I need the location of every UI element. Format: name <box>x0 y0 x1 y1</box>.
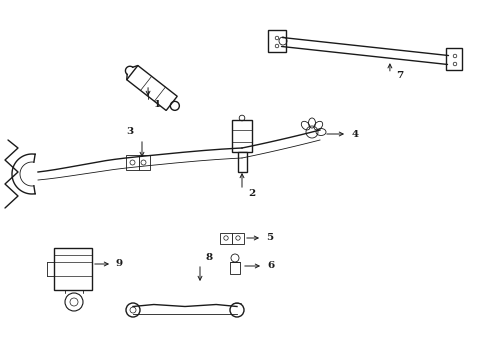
Text: 5: 5 <box>266 234 273 243</box>
Circle shape <box>230 303 244 317</box>
Polygon shape <box>126 155 139 170</box>
Polygon shape <box>220 233 232 244</box>
Polygon shape <box>232 233 244 244</box>
Polygon shape <box>230 262 240 274</box>
Text: 8: 8 <box>205 253 212 262</box>
Text: 9: 9 <box>115 260 122 269</box>
Polygon shape <box>238 152 246 172</box>
Polygon shape <box>54 248 92 290</box>
Polygon shape <box>268 30 286 52</box>
Text: 4: 4 <box>352 130 359 139</box>
Polygon shape <box>232 120 252 152</box>
Text: 2: 2 <box>248 189 255 198</box>
Circle shape <box>126 303 140 317</box>
Polygon shape <box>139 155 150 170</box>
Polygon shape <box>446 48 462 70</box>
Text: 6: 6 <box>267 261 274 270</box>
Text: 3: 3 <box>126 127 134 136</box>
Text: 7: 7 <box>396 71 403 80</box>
Text: 1: 1 <box>154 100 161 109</box>
